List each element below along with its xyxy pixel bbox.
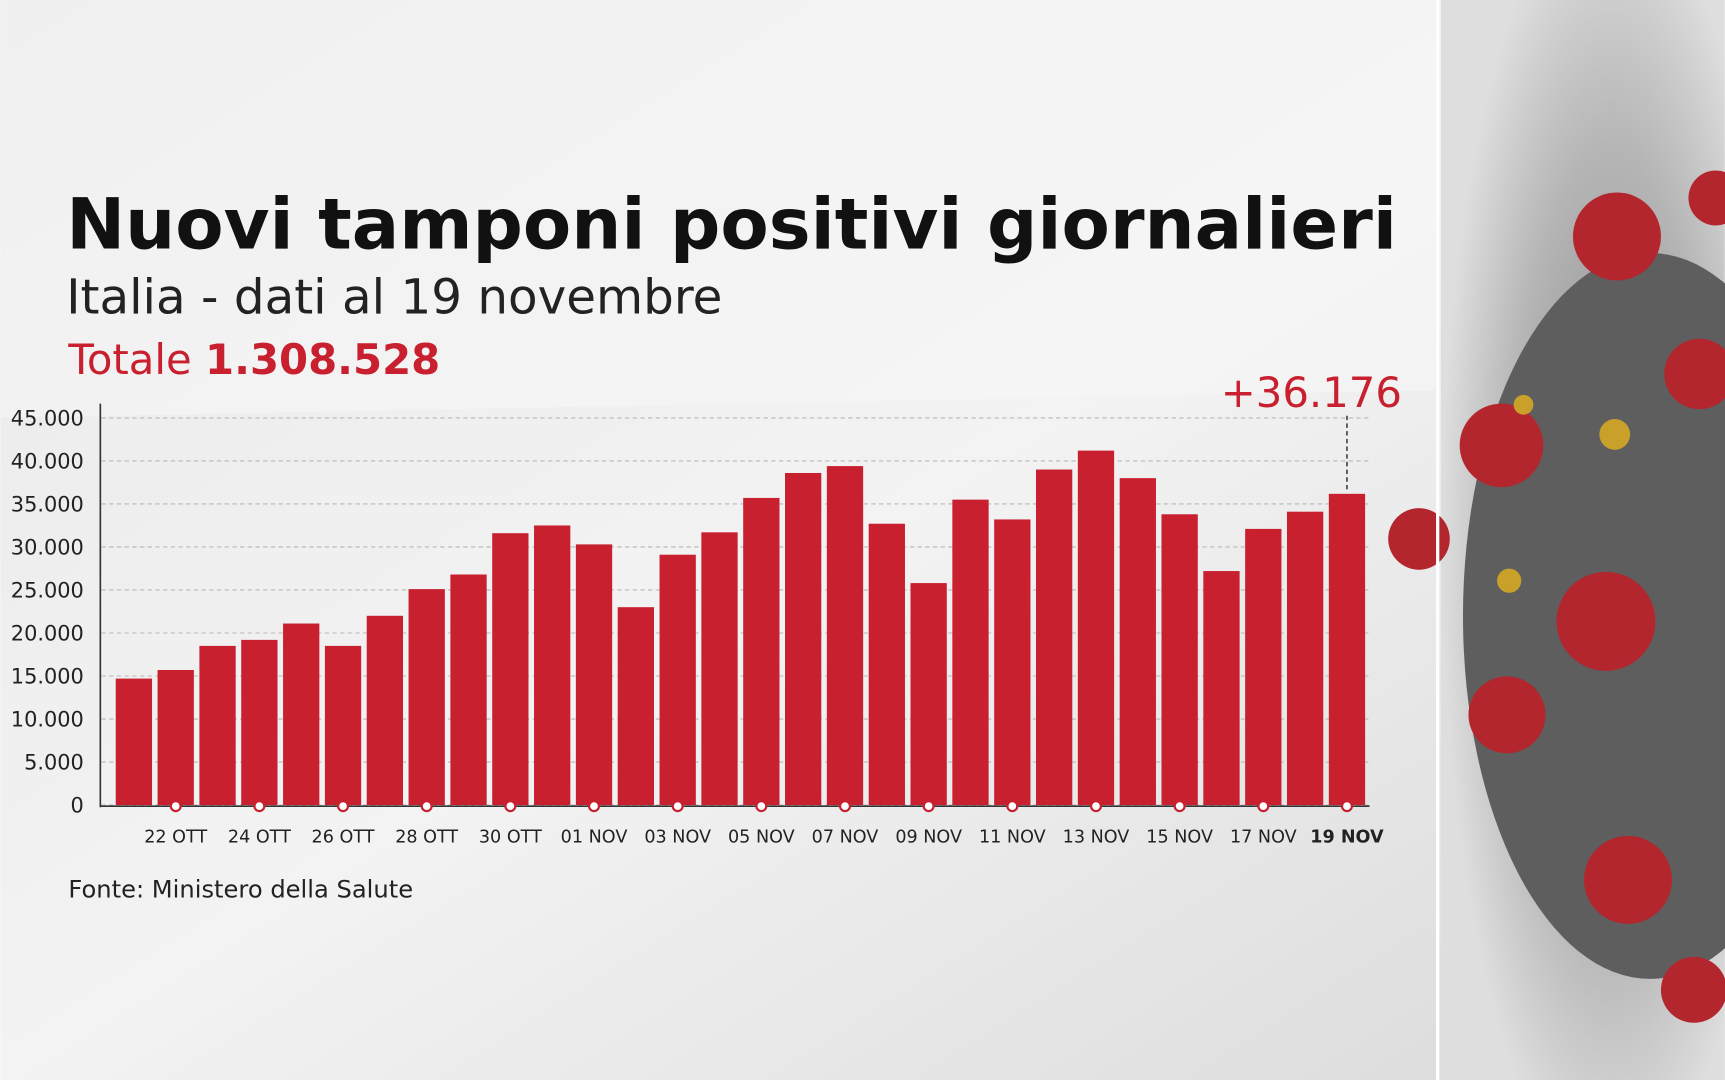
bar <box>659 554 696 806</box>
x-tick-label: 24 OTT <box>228 827 291 847</box>
bar <box>575 544 613 806</box>
bar <box>785 472 822 806</box>
y-tick-label: 40.000 <box>11 450 84 474</box>
x-tick-label: 09 NOV <box>895 827 962 847</box>
x-tick-dot <box>1173 800 1186 813</box>
bar <box>701 532 738 806</box>
x-tick-label: 07 NOV <box>812 827 879 847</box>
bar <box>408 589 445 806</box>
bar <box>241 639 278 806</box>
x-tick-label: 05 NOV <box>728 827 795 847</box>
bar <box>324 645 362 806</box>
chart-title: Nuovi tamponi positivi giornalieri <box>66 184 1397 266</box>
x-tick-label: 19 NOV <box>1310 827 1384 847</box>
y-tick-label: 5.000 <box>24 751 84 775</box>
x-tick-dot <box>838 800 852 813</box>
x-tick-label: 30 OTT <box>479 827 542 847</box>
source: Fonte: Ministero della Salute <box>68 875 413 903</box>
bar <box>199 645 236 806</box>
bar <box>1119 478 1156 806</box>
bar <box>1077 450 1115 806</box>
y-tick-label: 30.000 <box>11 536 84 560</box>
x-tick-label: 17 NOV <box>1230 827 1297 847</box>
x-tick-dot <box>1340 800 1354 813</box>
bar <box>283 623 320 806</box>
bar <box>157 669 194 806</box>
background-band <box>0 0 1436 418</box>
virus-dots <box>1497 394 1631 593</box>
bar <box>1036 469 1073 806</box>
chart-subtitle: Italia - dati al 19 novembre <box>66 269 722 325</box>
bar <box>534 525 571 806</box>
x-tick-dot <box>1089 800 1103 813</box>
x-tick-dot <box>671 800 684 813</box>
x-tick-dot <box>253 800 266 813</box>
x-tick-dot <box>420 800 433 813</box>
bar <box>115 678 153 806</box>
y-tick-label: 25.000 <box>11 579 84 603</box>
bar <box>1203 571 1240 806</box>
x-tick-dot <box>587 800 601 813</box>
x-tick-label: 22 OTT <box>144 827 207 847</box>
y-tick-label: 0 <box>71 794 84 818</box>
x-tick-dot <box>1006 800 1019 813</box>
x-tick-label: 15 NOV <box>1146 827 1213 847</box>
x-tick-label: 03 NOV <box>644 827 711 847</box>
bar <box>617 607 654 806</box>
y-tick-label: 20.000 <box>11 622 84 646</box>
bar <box>450 574 487 806</box>
bar <box>868 523 905 806</box>
x-tick-dot <box>336 800 350 813</box>
bar <box>826 466 864 806</box>
bar <box>743 497 780 806</box>
y-tick-label: 35.000 <box>11 493 84 517</box>
x-tick-label: 11 NOV <box>979 827 1046 847</box>
total-value: 1.308.528 <box>205 335 440 384</box>
x-tick-dot <box>922 800 935 813</box>
x-tick-label: 01 NOV <box>561 827 628 847</box>
x-tick-dot <box>755 800 768 813</box>
value-label: +36.176 <box>1221 368 1402 417</box>
x-tick-label: 13 NOV <box>1063 827 1130 847</box>
bar <box>366 615 404 806</box>
x-tick-dot <box>504 800 517 813</box>
total-label: Totale <box>67 335 191 384</box>
bar <box>1245 528 1282 806</box>
bar <box>1328 493 1366 806</box>
y-tick-label: 10.000 <box>11 708 84 732</box>
virus-spikes <box>1388 170 1725 1023</box>
bar <box>1161 514 1198 806</box>
bar <box>994 519 1031 806</box>
x-tick-label: 26 OTT <box>312 827 375 847</box>
total: Totale 1.308.528 <box>67 335 440 384</box>
bar <box>492 533 529 806</box>
y-tick-label: 45.000 <box>11 407 84 431</box>
x-tick-dot <box>1257 800 1270 813</box>
y-tick-label: 15.000 <box>11 665 84 689</box>
x-tick-dot <box>169 800 182 813</box>
bar <box>952 499 989 806</box>
x-tick-label: 28 OTT <box>395 827 458 847</box>
bar <box>1286 511 1324 806</box>
bar <box>910 583 947 806</box>
